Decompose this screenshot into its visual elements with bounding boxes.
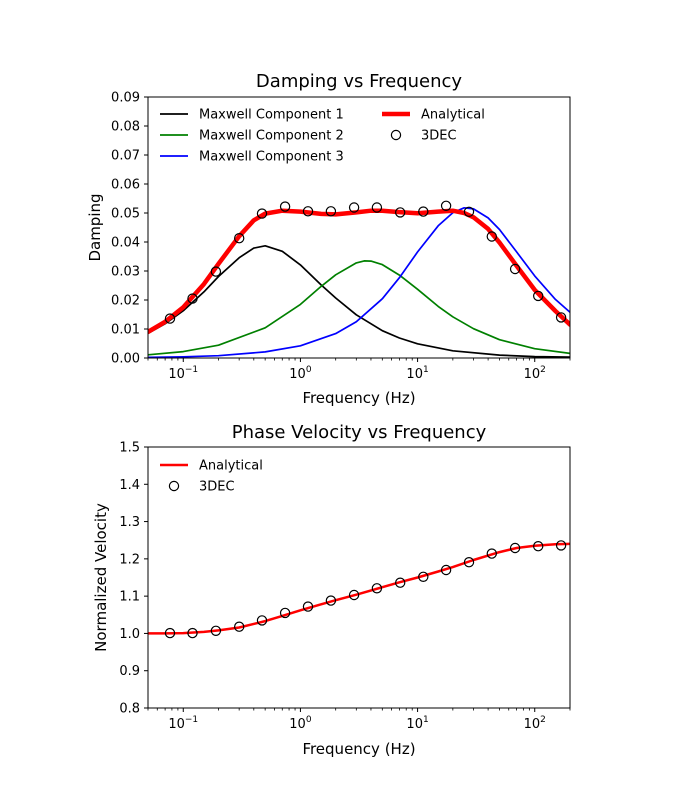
data-point-3dec bbox=[210, 266, 222, 277]
data-point-3dec bbox=[418, 571, 429, 583]
data-point-3dec bbox=[555, 312, 567, 323]
legend-label: 3DEC bbox=[199, 480, 235, 495]
legend-label: Maxwell Component 1 bbox=[199, 108, 344, 123]
y-tick-label: 0.09 bbox=[111, 91, 140, 106]
x-tick-label: 100 bbox=[289, 715, 312, 732]
y-tick-label: 0.00 bbox=[111, 352, 140, 367]
data-point-3dec bbox=[486, 548, 497, 559]
y-tick-label: 0.03 bbox=[111, 265, 140, 280]
y-tick-label: 0.08 bbox=[111, 120, 140, 135]
legend-label: Analytical bbox=[421, 108, 485, 123]
data-point-3dec bbox=[486, 231, 497, 242]
legend-marker bbox=[390, 129, 402, 141]
plot-area bbox=[148, 200, 570, 358]
y-tick-label: 0.04 bbox=[111, 236, 140, 251]
data-point-3dec bbox=[302, 206, 314, 217]
data-point-3dec bbox=[325, 595, 337, 606]
legend-marker bbox=[168, 480, 180, 492]
y-tick-label: 0.02 bbox=[111, 294, 140, 309]
data-point-3dec bbox=[348, 202, 360, 213]
chart-2: Phase Velocity vs Frequency 0.8 0.9 1.0 1.1 1… bbox=[92, 422, 571, 758]
data-point-3dec bbox=[256, 208, 268, 219]
data-point-3dec bbox=[418, 206, 429, 217]
y-tick-label: 0.9 bbox=[119, 664, 140, 679]
y-tick-label: 1.2 bbox=[119, 552, 140, 567]
y-axis-label: Damping bbox=[86, 193, 104, 261]
x-tick-label: 101 bbox=[406, 715, 428, 732]
legend-label: Maxwell Component 3 bbox=[199, 150, 344, 165]
data-point-3dec bbox=[533, 541, 544, 552]
y-tick-label: 1.1 bbox=[119, 590, 140, 605]
y-tick-label: 1.3 bbox=[119, 515, 140, 530]
data-point-3dec bbox=[256, 615, 268, 626]
series-line-maxwell-component-3 bbox=[148, 206, 570, 358]
chart-title: Phase Velocity vs Frequency bbox=[232, 422, 487, 443]
axes-frame bbox=[147, 96, 571, 359]
data-point-3dec bbox=[279, 201, 291, 212]
x-tick-label: 102 bbox=[524, 365, 546, 382]
data-point-3dec bbox=[279, 607, 291, 619]
x-tick-label: 101 bbox=[406, 365, 428, 382]
data-point-3dec bbox=[533, 290, 544, 302]
chart-title: Damping vs Frequency bbox=[256, 71, 462, 92]
x-axis-label: Frequency (Hz) bbox=[302, 740, 415, 758]
chart-1: Damping vs Frequency 0.00 0.01 0.02 0.03 0.04… bbox=[86, 71, 571, 407]
x-axis-label: Frequency (Hz) bbox=[302, 389, 415, 407]
legend-label: 3DEC bbox=[421, 129, 457, 144]
x-tick-label: 102 bbox=[524, 715, 546, 732]
y-tick-label: 0.07 bbox=[111, 149, 140, 164]
y-tick-label: 1.5 bbox=[119, 441, 140, 456]
y-tick-label: 0.06 bbox=[111, 178, 140, 193]
y-axis-label: Normalized Velocity bbox=[92, 503, 110, 652]
data-point-3dec bbox=[233, 621, 245, 632]
data-point-3dec bbox=[348, 589, 360, 601]
plot-area bbox=[148, 540, 570, 639]
y-tick-label: 1.4 bbox=[119, 478, 140, 493]
axes-frame bbox=[147, 446, 571, 709]
data-point-3dec bbox=[395, 577, 406, 588]
data-point-3dec bbox=[164, 627, 176, 639]
data-point-3dec bbox=[509, 542, 521, 554]
y-tick-label: 0.8 bbox=[119, 702, 140, 717]
legend: Maxwell Component 1 Maxwell Component 2 Ma… bbox=[160, 108, 485, 165]
series-line-analytical bbox=[148, 542, 570, 635]
x-tick-label: 10−1 bbox=[168, 365, 198, 382]
series-line-maxwell-component-1 bbox=[148, 244, 570, 358]
data-point-3dec bbox=[371, 583, 383, 594]
data-point-3dec bbox=[440, 200, 452, 211]
data-point-3dec bbox=[187, 293, 198, 304]
data-point-3dec bbox=[371, 202, 383, 213]
data-point-3dec bbox=[210, 625, 222, 637]
series-line-maxwell-component-2 bbox=[148, 260, 570, 356]
data-point-3dec bbox=[463, 206, 475, 217]
legend: Analytical 3DEC bbox=[160, 459, 263, 495]
x-tick-label: 10−1 bbox=[168, 715, 198, 732]
data-point-3dec bbox=[555, 540, 567, 551]
x-tick-label: 100 bbox=[289, 365, 312, 382]
legend-label: Analytical bbox=[199, 459, 263, 474]
data-point-3dec bbox=[395, 207, 406, 218]
data-point-3dec bbox=[302, 601, 314, 612]
legend-label: Maxwell Component 2 bbox=[199, 129, 344, 144]
data-point-3dec bbox=[463, 557, 475, 568]
y-tick-label: 1.0 bbox=[119, 627, 140, 642]
data-point-3dec bbox=[164, 313, 176, 324]
data-point-3dec bbox=[233, 232, 245, 244]
data-point-3dec bbox=[325, 206, 337, 217]
data-point-3dec bbox=[187, 627, 198, 639]
data-point-3dec bbox=[509, 263, 521, 275]
data-point-3dec bbox=[440, 564, 452, 576]
y-tick-label: 0.05 bbox=[111, 207, 140, 222]
y-tick-label: 0.01 bbox=[111, 323, 140, 338]
